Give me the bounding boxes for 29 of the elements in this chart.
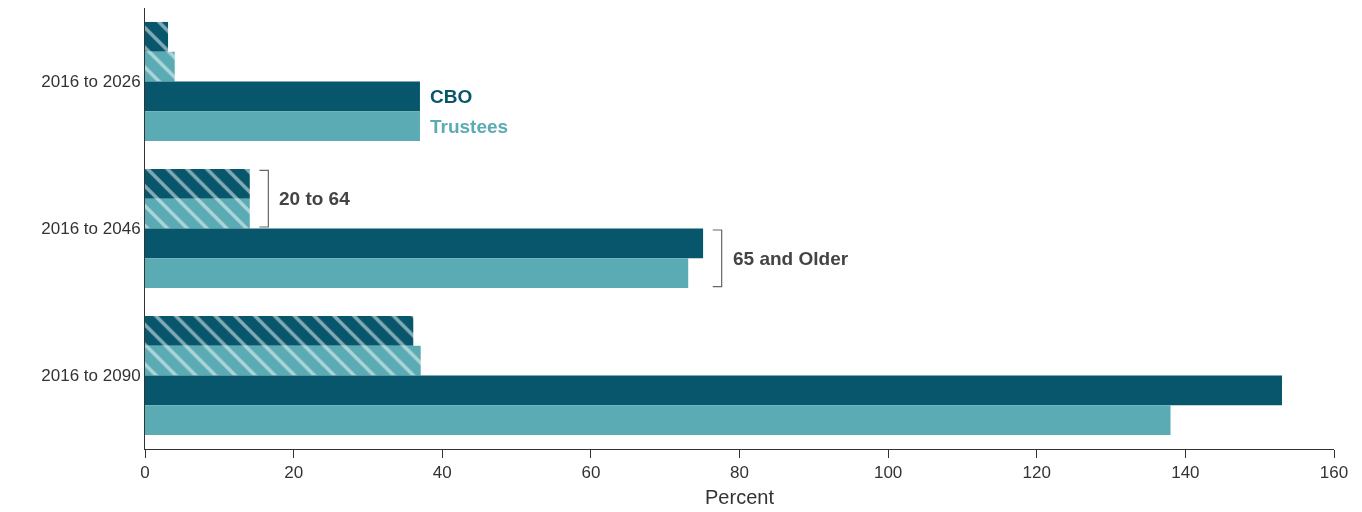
x-tick-label: 140 [1171, 463, 1200, 483]
annotation: 20 to 64 [279, 188, 351, 209]
bar [145, 111, 420, 142]
bar [145, 375, 1282, 406]
x-tick-label: 60 [581, 463, 601, 483]
bar [145, 315, 414, 346]
y-tick-label: 2016 to 2026 [41, 72, 141, 92]
x-tick-label: 160 [1319, 463, 1349, 483]
x-tick-label: 40 [432, 463, 452, 483]
x-tick-label: 100 [873, 463, 903, 483]
bar [145, 228, 704, 259]
bar [145, 405, 1171, 436]
bar [145, 51, 175, 82]
bar [145, 168, 250, 199]
x-axis-title: Percent [705, 485, 775, 508]
bar [145, 258, 689, 289]
bar [145, 345, 421, 376]
annotation: Trustees [430, 116, 509, 137]
x-tick-label: 0 [140, 463, 150, 483]
y-tick-label: 2016 to 2046 [41, 219, 141, 239]
bar [145, 21, 169, 52]
x-tick-label: 120 [1022, 463, 1051, 483]
bar [145, 198, 250, 229]
annotation: 65 and Older [733, 248, 849, 269]
y-tick-label: 2016 to 2090 [41, 366, 141, 386]
x-tick-label: 80 [730, 463, 749, 483]
bar [145, 81, 420, 112]
x-tick-label: 20 [284, 463, 304, 483]
annotation: CBO [430, 86, 473, 107]
